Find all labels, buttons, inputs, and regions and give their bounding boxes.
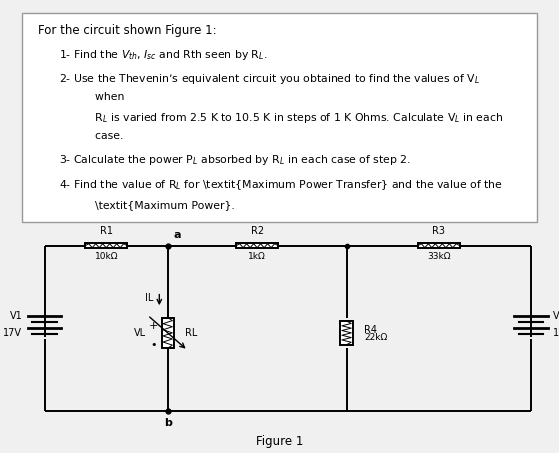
Text: when: when xyxy=(81,92,124,101)
Text: 4- Find the value of R$_L$ for \textit{Maximum Power Transfer} and the value of : 4- Find the value of R$_L$ for \textit{M… xyxy=(59,178,504,193)
Text: +: + xyxy=(149,321,158,331)
Text: 1kΩ: 1kΩ xyxy=(248,252,266,261)
Text: 2- Use the Thevenin’s equivalent circuit you obtained to find the values of V$_L: 2- Use the Thevenin’s equivalent circuit… xyxy=(59,72,480,86)
Text: 1- Find the $V_{th}$, $I_{sc}$ and Rth seen by R$_L$.: 1- Find the $V_{th}$, $I_{sc}$ and Rth s… xyxy=(59,48,268,62)
Bar xyxy=(236,243,278,248)
Text: 17V: 17V xyxy=(3,328,22,338)
Bar xyxy=(85,243,127,248)
Text: R4: R4 xyxy=(364,325,377,335)
Text: a: a xyxy=(173,230,181,240)
Bar xyxy=(162,318,174,348)
Text: \textit{Maximum Power}.: \textit{Maximum Power}. xyxy=(81,200,235,210)
Text: V2: V2 xyxy=(553,311,559,321)
Text: 33kΩ: 33kΩ xyxy=(427,252,451,261)
Text: b: b xyxy=(164,418,172,428)
Bar xyxy=(340,321,353,345)
Text: For the circuit shown Figure 1:: For the circuit shown Figure 1: xyxy=(38,24,217,37)
Text: 22kΩ: 22kΩ xyxy=(364,333,387,342)
Text: case.: case. xyxy=(81,131,124,141)
FancyBboxPatch shape xyxy=(22,14,537,222)
Text: VL: VL xyxy=(134,328,146,338)
Text: V1: V1 xyxy=(10,311,22,321)
Text: 3- Calculate the power P$_L$ absorbed by R$_L$ in each case of step 2.: 3- Calculate the power P$_L$ absorbed by… xyxy=(59,153,411,167)
Text: •: • xyxy=(150,340,157,350)
Text: R$_L$ is varied from 2.5 K to 10.5 K in steps of 1 K Ohms. Calculate V$_L$ in ea: R$_L$ is varied from 2.5 K to 10.5 K in … xyxy=(81,111,503,125)
Text: Figure 1: Figure 1 xyxy=(256,435,303,448)
Text: RL: RL xyxy=(185,328,197,338)
Bar xyxy=(418,243,459,248)
Text: R3: R3 xyxy=(432,226,446,236)
Text: R1: R1 xyxy=(100,226,113,236)
Text: R2: R2 xyxy=(250,226,264,236)
Text: IL: IL xyxy=(145,293,154,303)
Text: 15V: 15V xyxy=(553,328,559,338)
Text: 10kΩ: 10kΩ xyxy=(94,252,118,261)
